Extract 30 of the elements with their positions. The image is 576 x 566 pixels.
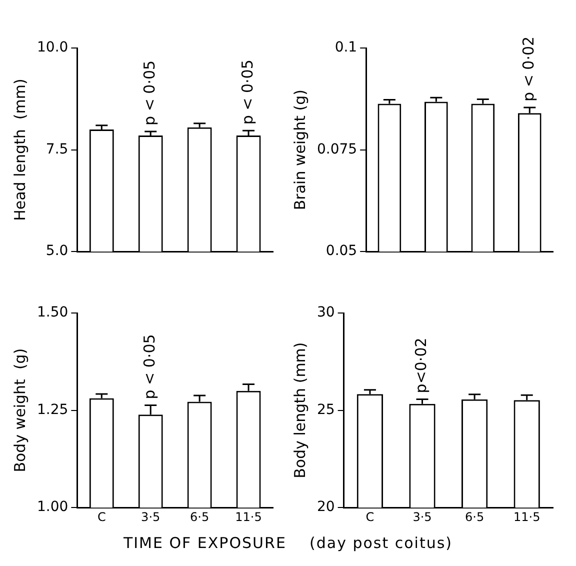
y-tick-label: 1.50	[37, 304, 68, 321]
y-tick-label: 30	[316, 304, 335, 321]
annotation: p<0·02	[412, 338, 430, 394]
y-axis-title: Head length (mm)	[10, 78, 29, 221]
y-axis-title: Brain weight (g)	[290, 89, 309, 210]
y-tick-label: 5.0	[46, 243, 68, 260]
y-tick-label: 1.00	[37, 499, 68, 516]
annotation: p < 0·02	[520, 36, 538, 102]
x-tick-label: 6·5	[190, 510, 210, 524]
y-tick-label: 1.25	[37, 402, 68, 418]
y-tick-label: 25	[316, 402, 335, 418]
x-axis-title: TIME OF EXPOSURE (day post coitus)	[122, 534, 454, 552]
y-tick-label: 0.1	[334, 40, 358, 56]
x-tick-label: C	[97, 510, 106, 524]
annotation: p < 0·05	[140, 60, 158, 126]
y-tick-label: 7.5	[46, 141, 68, 158]
y-tick-label: 0.075	[316, 141, 358, 158]
annotation: p < 0·05	[238, 60, 256, 125]
y-tick-label: 20	[316, 499, 335, 516]
x-tick-label: 11·5	[513, 510, 540, 524]
x-tick-label: 11·5	[235, 510, 262, 524]
y-axis-title: Body weight (g)	[10, 348, 29, 472]
x-tick-label: 3·5	[141, 510, 160, 524]
y-tick-label: 10.0	[37, 40, 68, 56]
x-tick-label: C	[366, 510, 374, 524]
y-tick-label: 0.05	[326, 243, 358, 260]
annotation: p < 0·05	[140, 334, 158, 400]
x-tick-label: 3·5	[412, 510, 432, 524]
x-tick-label: 6·5	[465, 510, 484, 524]
y-axis-title: Body length (mm)	[290, 342, 309, 478]
